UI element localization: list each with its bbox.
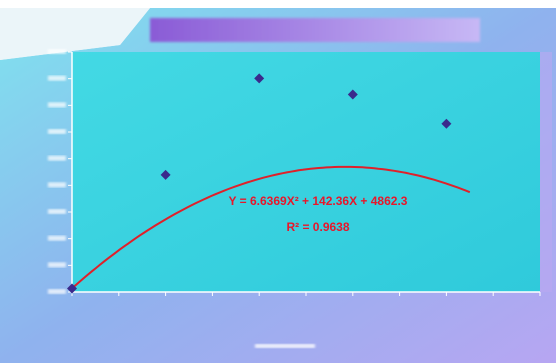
data-points (67, 73, 452, 294)
y-axis (48, 49, 73, 294)
trendline-equation: Y = 6.6369X² + 142.36X + 4862.3 (229, 194, 408, 208)
data-point (160, 169, 171, 180)
y-tick-label (48, 209, 66, 214)
y-tick-label (48, 262, 66, 268)
y-tick-label (48, 102, 66, 108)
y-tick-label (48, 289, 66, 294)
y-tick-label (48, 182, 66, 188)
frame-corner (0, 8, 150, 60)
data-point (254, 73, 265, 84)
y-tick-label (48, 155, 66, 161)
trendline (71, 165, 471, 290)
title-band (150, 18, 480, 42)
y-tick-label (48, 49, 66, 54)
x-axis-title-bar (255, 344, 315, 348)
data-point (67, 283, 77, 294)
y-tick-label (48, 235, 66, 241)
x-axis (71, 291, 541, 348)
r-squared-label: R² = 0.9638 (286, 220, 349, 234)
plot-right-edge (540, 52, 552, 292)
data-point (347, 89, 358, 100)
y-tick-label (48, 129, 66, 134)
plot-area (72, 52, 540, 292)
y-tick-label (48, 75, 66, 81)
data-point (441, 118, 452, 129)
